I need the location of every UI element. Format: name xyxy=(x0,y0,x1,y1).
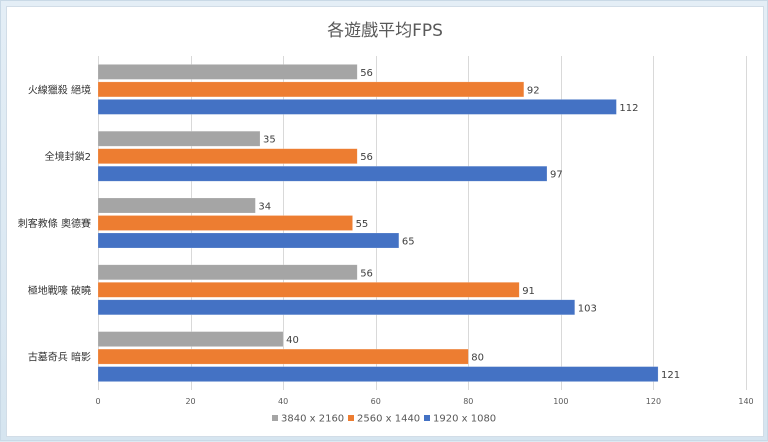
x-tick-label: 140 xyxy=(738,397,753,406)
x-tick-label: 100 xyxy=(553,397,568,406)
chart-title: 各遊戲平均FPS xyxy=(327,21,443,41)
legend-label: 2560 x 1440 xyxy=(357,414,420,425)
x-tick-label: 20 xyxy=(185,397,195,406)
data-label: 56 xyxy=(360,152,373,163)
bar xyxy=(97,348,469,365)
data-label: 34 xyxy=(258,202,271,213)
bar xyxy=(97,331,284,347)
data-label: 80 xyxy=(471,353,484,364)
data-label: 121 xyxy=(661,370,680,381)
bar xyxy=(97,232,400,249)
bar xyxy=(97,64,358,80)
data-labels: 56 92 112 35 56 97 34 55 65 56 91 103 40 80 121 xyxy=(258,68,680,381)
data-label: 35 xyxy=(263,135,276,146)
data-label: 56 xyxy=(360,68,373,79)
data-label: 103 xyxy=(578,303,597,314)
data-label: 55 xyxy=(356,219,369,230)
bar xyxy=(97,130,261,147)
legend-label: 3840 x 2160 xyxy=(281,414,344,425)
data-label: 65 xyxy=(402,237,415,248)
bar xyxy=(97,215,353,231)
bar xyxy=(97,165,548,182)
bars xyxy=(97,64,659,382)
legend-item: 1920 x 1080 xyxy=(424,414,496,425)
legend-item: 3840 x 2160 xyxy=(272,414,344,425)
bar xyxy=(97,99,617,115)
bar xyxy=(97,81,525,98)
bar xyxy=(97,299,575,316)
data-label: 40 xyxy=(286,335,299,346)
x-tick-label: 80 xyxy=(463,397,473,406)
data-label: 91 xyxy=(522,286,535,297)
category-label: 古墓奇兵 暗影 xyxy=(28,351,91,364)
legend-swatch xyxy=(272,415,278,421)
bar xyxy=(97,148,358,164)
x-axis-ticks: 0 20 40 60 80 100 120 140 xyxy=(95,397,753,406)
category-label: 極地戰嚎 破曉 xyxy=(28,284,91,297)
legend-label: 1920 x 1080 xyxy=(433,414,496,425)
bar xyxy=(97,264,358,281)
x-tick-label: 0 xyxy=(95,397,100,406)
category-label: 全境封鎖2 xyxy=(45,150,91,163)
legend-item: 2560 x 1440 xyxy=(348,414,420,425)
bar xyxy=(97,366,659,382)
data-label: 97 xyxy=(550,170,563,181)
legend-swatch xyxy=(348,415,354,421)
data-label: 112 xyxy=(619,103,638,114)
bar xyxy=(97,197,256,214)
x-tick-label: 60 xyxy=(371,397,381,406)
legend-swatch xyxy=(424,415,430,421)
data-label: 56 xyxy=(360,268,373,279)
x-tick-label: 40 xyxy=(278,397,288,406)
x-tick-label: 120 xyxy=(646,397,661,406)
category-label: 刺客教條 奧德賽 xyxy=(18,217,91,230)
data-label: 92 xyxy=(527,85,540,96)
legend: 3840 x 2160 2560 x 1440 1920 x 1080 xyxy=(272,414,496,425)
category-label: 火線獵殺 絕境 xyxy=(28,83,91,96)
bar xyxy=(97,282,520,298)
